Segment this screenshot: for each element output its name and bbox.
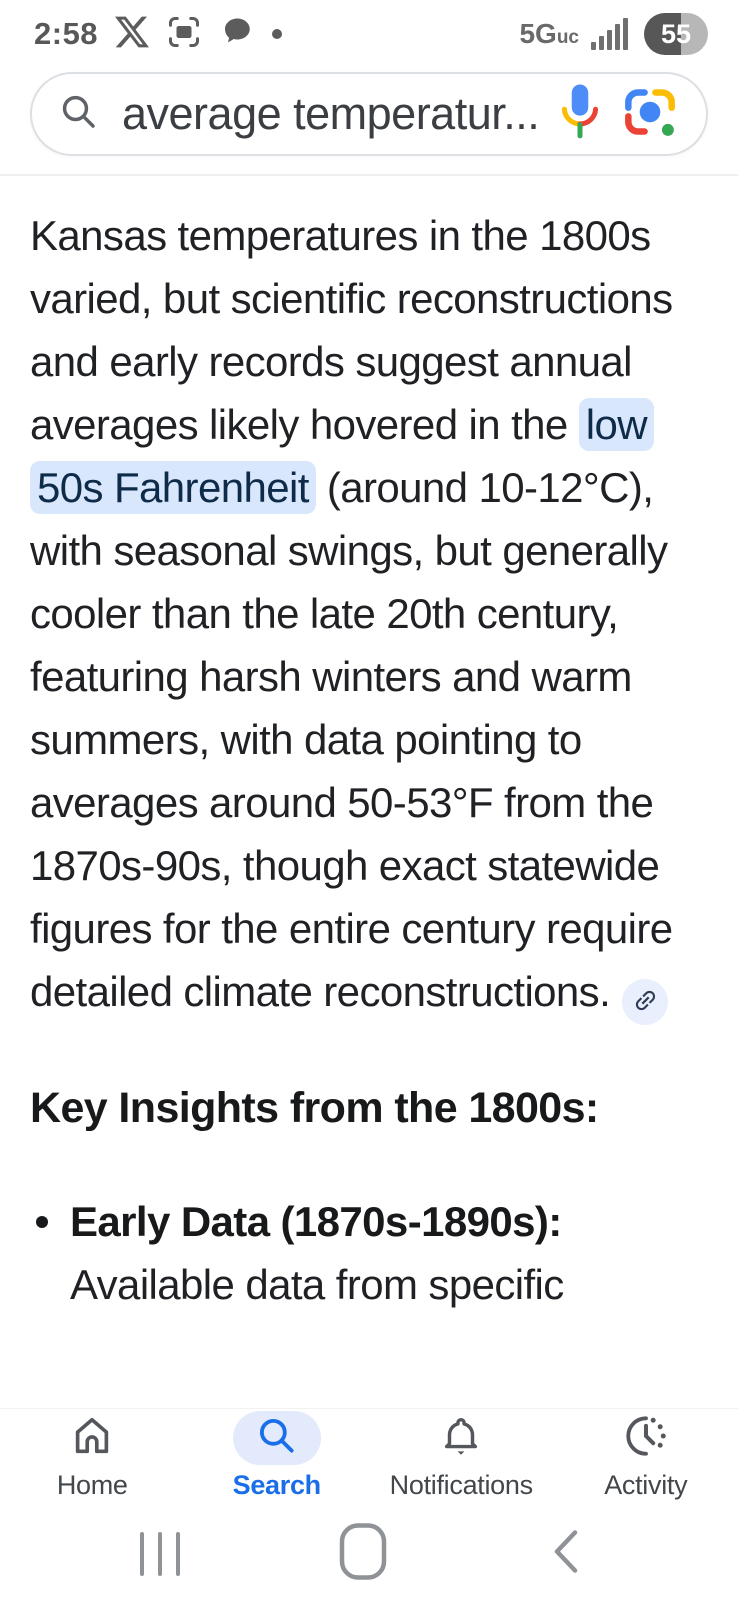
status-bar: 2:58 5Guc 55 [0,0,738,62]
nav-item-search[interactable]: Search [185,1409,370,1509]
bullet-text: Available data from specific [70,1261,564,1308]
search-query-text[interactable]: average temperatur... [122,88,536,139]
answer-text-post: (around 10-12°C), with seasonal swings, … [30,464,673,1015]
nav-item-activity[interactable]: Activity [554,1409,738,1509]
bell-icon [438,1413,484,1464]
insights-list: Early Data (1870s-1890s): Available data… [30,1190,708,1316]
citation-link-chip[interactable] [622,979,669,1025]
nav-label-activity: Activity [604,1470,688,1500]
signal-strength-icon [591,18,628,50]
android-gesture-bar [0,1508,738,1600]
search-input[interactable]: average temperatur... [30,72,708,156]
screenshot-icon [166,14,202,55]
nav-label-home: Home [56,1470,128,1500]
battery-indicator: 55 [644,13,708,55]
search-header: average temperatur... [0,62,738,176]
microphone-icon[interactable] [558,82,602,147]
nav-item-notifications[interactable]: Notifications [369,1409,554,1509]
network-type: 5Guc [519,18,579,49]
answer-paragraph: Kansas temperatures in the 1800s varied,… [30,204,708,1025]
x-app-icon [115,15,150,54]
search-icon [255,1414,299,1463]
home-icon [69,1413,115,1464]
nav-label-search: Search [232,1470,322,1500]
bullet-term: Early Data (1870s-1890s): [70,1198,562,1245]
home-gesture-button[interactable] [336,1521,390,1588]
section-heading: Key Insights from the 1800s: [30,1084,599,1132]
bottom-navigation: Home Search Notifications [0,1408,738,1509]
link-icon [632,987,659,1017]
back-button[interactable] [545,1524,585,1585]
search-icon [58,91,100,138]
list-item: Early Data (1870s-1890s): Available data… [30,1190,708,1316]
notification-dot [272,29,283,39]
chat-bubble-icon [219,14,255,55]
activity-clock-icon [623,1413,669,1464]
clock-time: 2:58 [34,16,99,51]
bullet-dot [36,1216,48,1228]
nav-item-home[interactable]: Home [0,1409,185,1509]
nav-label-notifications: Notifications [389,1470,533,1500]
recent-apps-button[interactable] [140,1532,180,1576]
answer-content: Kansas temperatures in the 1800s varied,… [0,176,738,1316]
google-lens-icon[interactable] [624,86,676,143]
answer-text-pre: Kansas temperatures in the 1800s varied,… [30,212,673,448]
